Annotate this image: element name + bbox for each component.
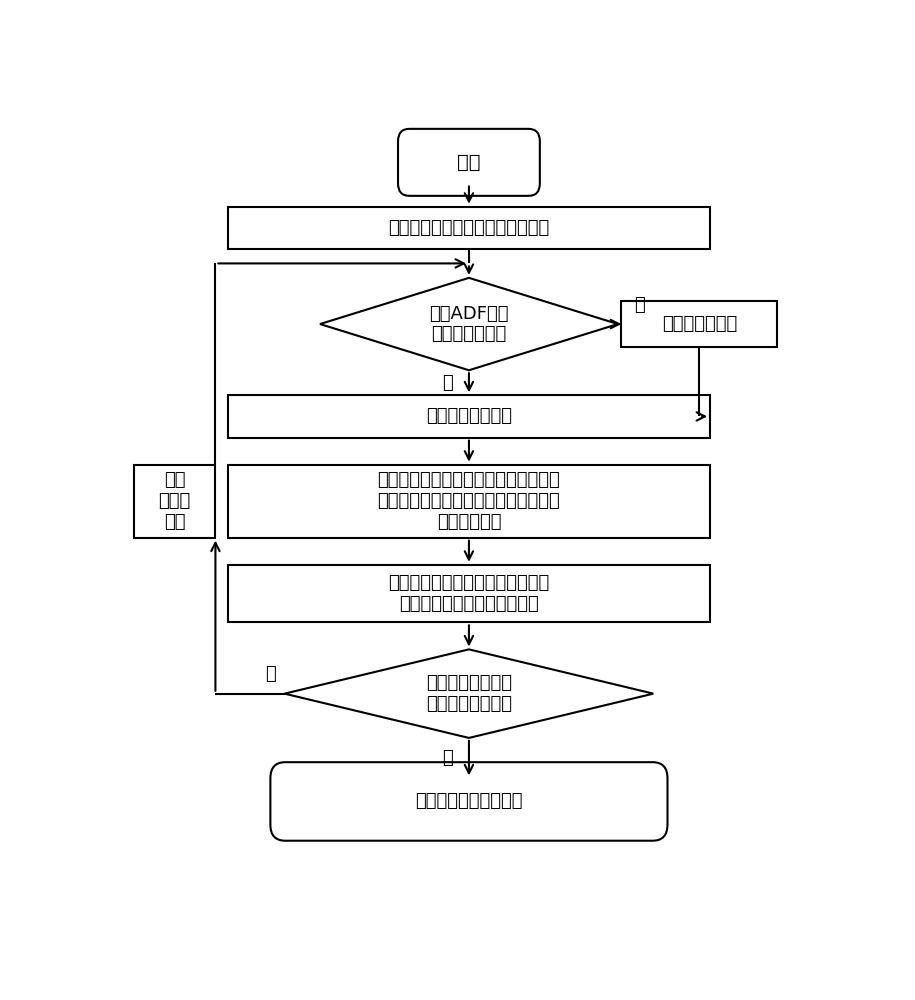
Bar — [228, 565, 710, 622]
Text: 否: 否 — [265, 665, 275, 683]
Text: 采用自回归积分移动平均模型进行
锂离子电池电容量的单步预估: 采用自回归积分移动平均模型进行 锂离子电池电容量的单步预估 — [388, 574, 550, 613]
Text: 输入锂离子电池的初始电容量数据: 输入锂离子电池的初始电容量数据 — [388, 219, 550, 237]
Polygon shape — [285, 649, 653, 738]
FancyBboxPatch shape — [271, 762, 668, 841]
Bar — [228, 395, 710, 438]
Text: 采用ADF方法
进行平稳性判断: 采用ADF方法 进行平稳性判断 — [429, 305, 509, 343]
Text: 是: 是 — [442, 374, 453, 392]
Bar — [621, 301, 778, 347]
Bar — [228, 465, 710, 538]
FancyBboxPatch shape — [398, 129, 540, 196]
Text: 进行平稳化处理: 进行平稳化处理 — [662, 315, 737, 333]
Text: 获取循环次数，并结束: 获取循环次数，并结束 — [415, 792, 522, 810]
Polygon shape — [320, 278, 618, 370]
Text: 开始: 开始 — [458, 153, 480, 172]
Bar — [228, 207, 710, 249]
Text: 更新
电容量
数据: 更新 电容量 数据 — [158, 471, 190, 531]
Text: 进行零均值化处理: 进行零均值化处理 — [426, 407, 511, 425]
Text: 是: 是 — [442, 749, 453, 767]
Text: 否: 否 — [634, 296, 644, 314]
Text: 新预估电容量数值
是否低于许用容量: 新预估电容量数值 是否低于许用容量 — [426, 674, 511, 713]
Text: 确定自回归积分移动平均模型的阶次，
并确定模型中自回归项阶数和移动平均
项阶数的取值: 确定自回归积分移动平均模型的阶次， 并确定模型中自回归项阶数和移动平均 项阶数的… — [378, 471, 560, 531]
Bar — [134, 465, 215, 538]
